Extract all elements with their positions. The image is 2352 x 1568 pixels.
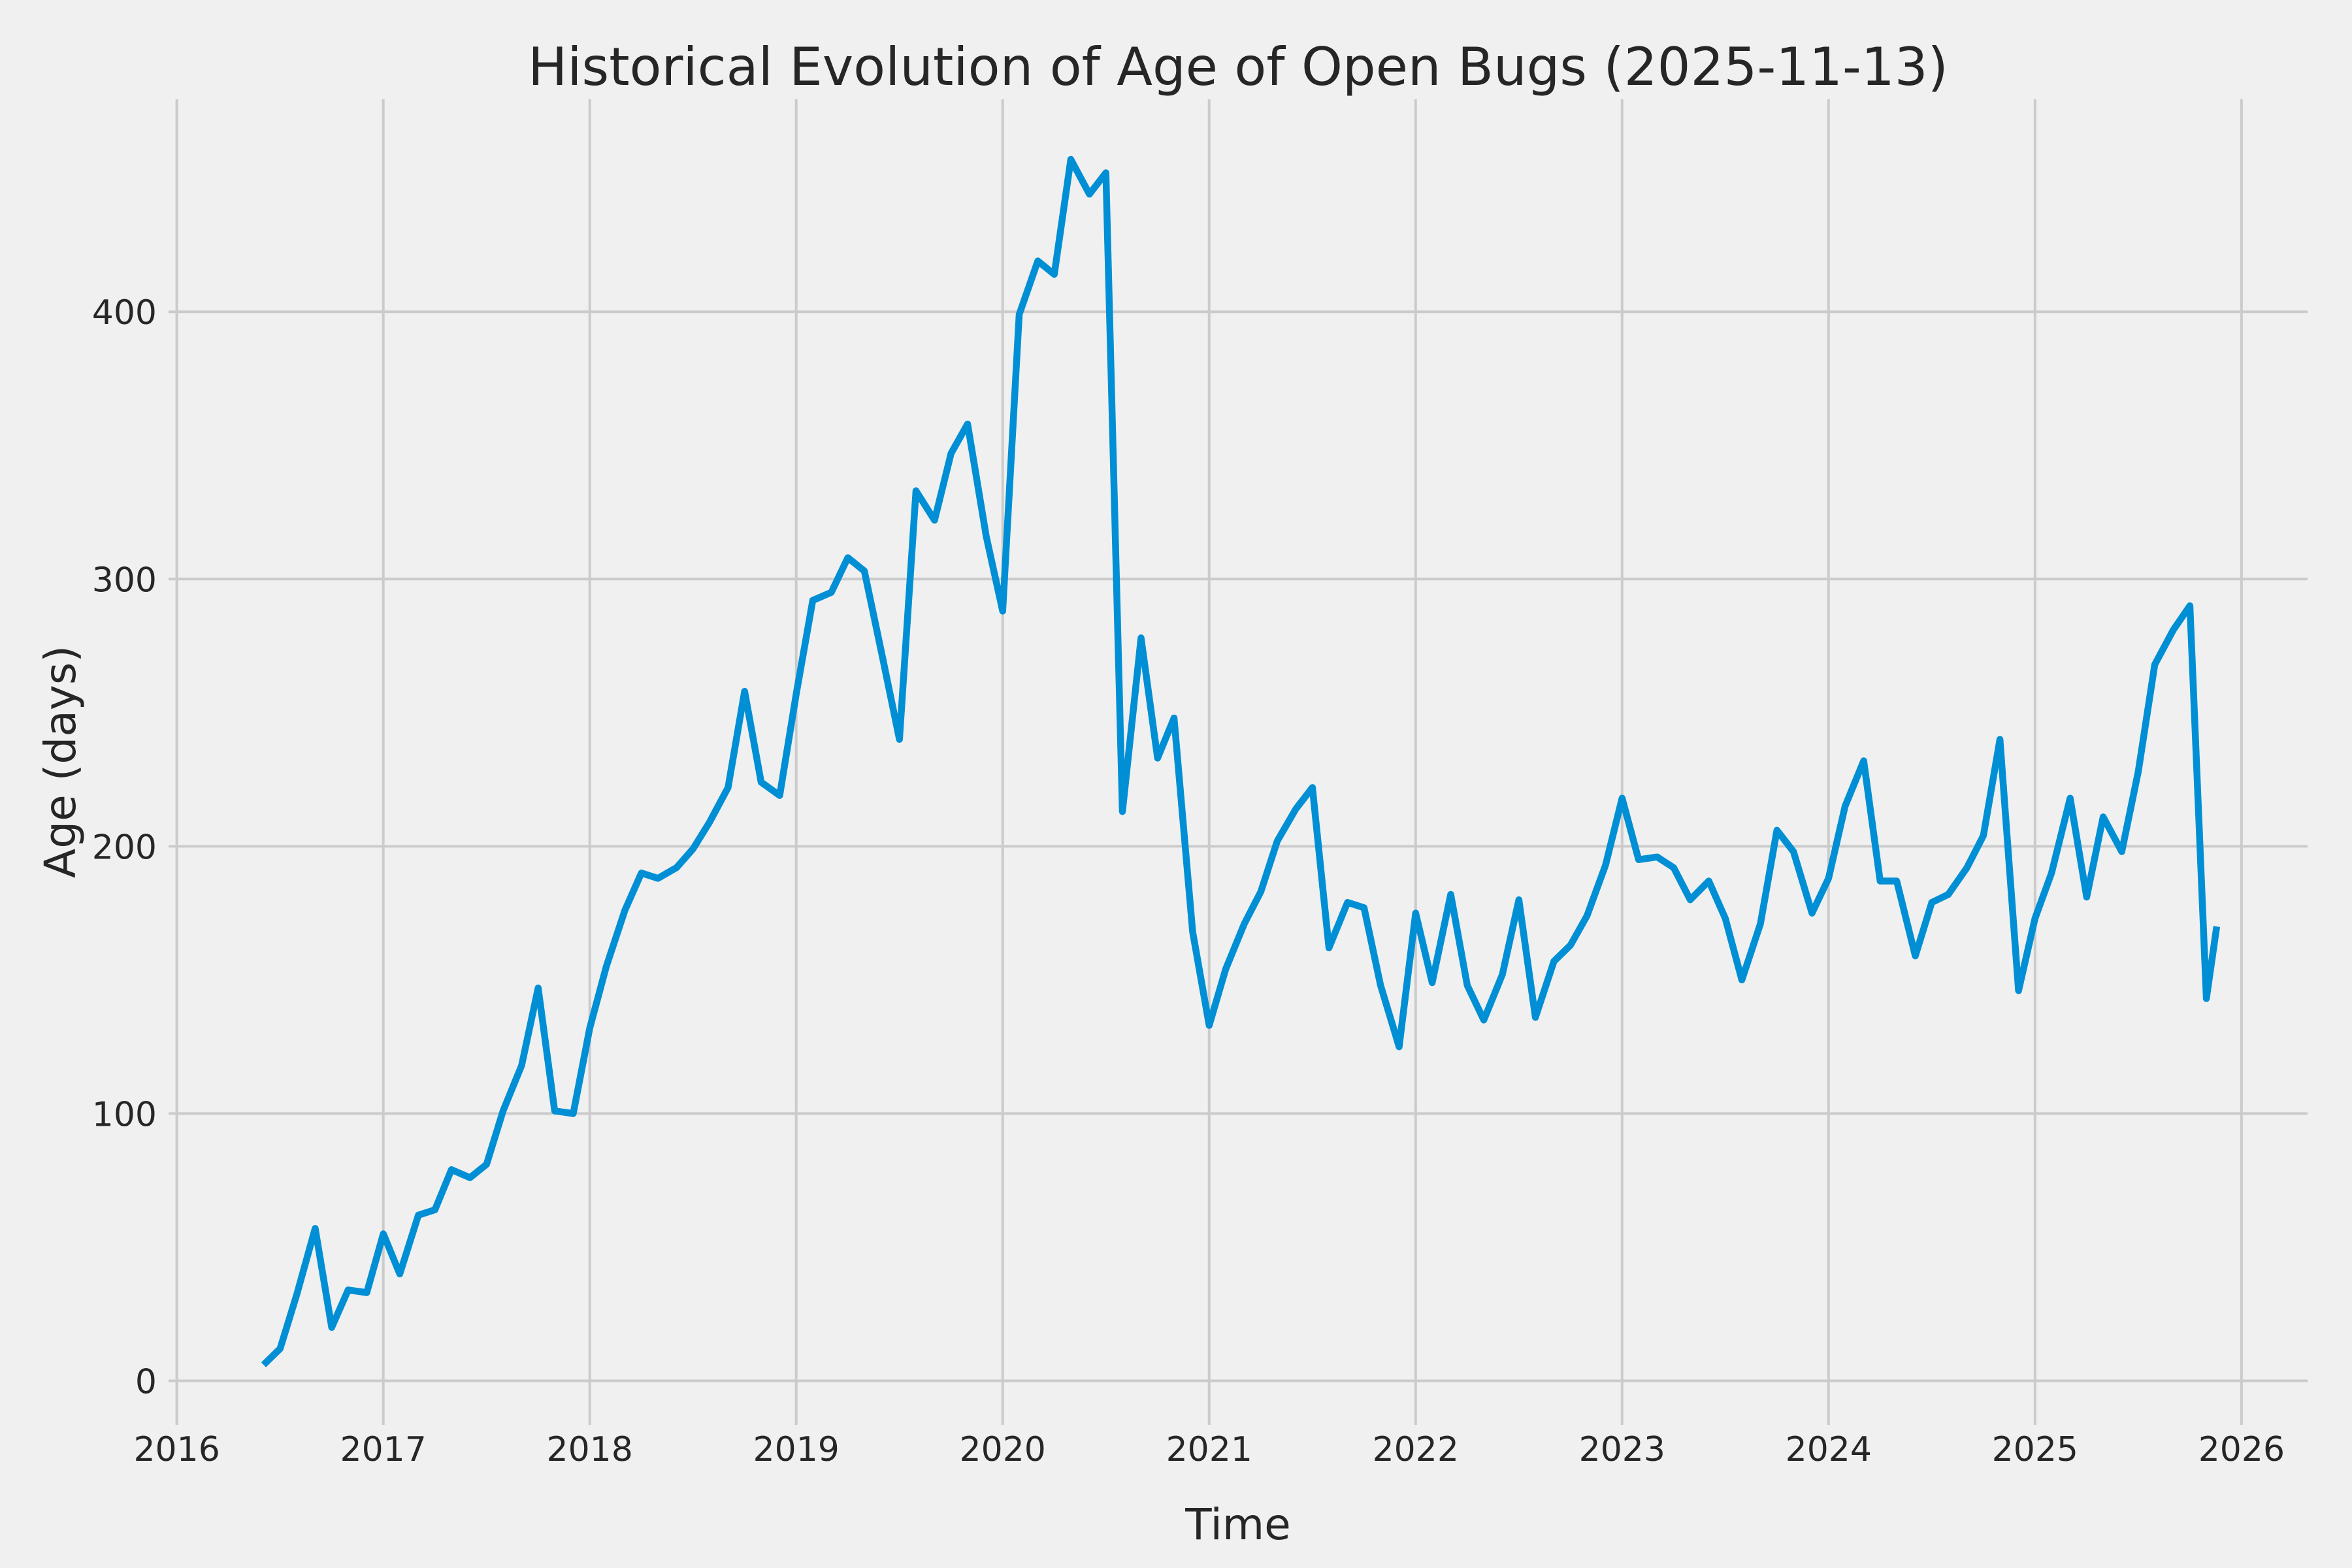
series <box>261 155 2221 1367</box>
x-tick-label-2016: 2016 <box>133 1430 220 1469</box>
x-tick-label-2017: 2017 <box>340 1430 426 1469</box>
x-tick-label-2022: 2022 <box>1373 1430 1459 1469</box>
x-tick-label-2023: 2023 <box>1579 1430 1665 1469</box>
x-tick-label-2019: 2019 <box>753 1430 840 1469</box>
y-axis-label: Age (days) <box>35 645 86 878</box>
data-line-Age of open bugs (days) <box>261 155 2221 1367</box>
chart-title: Historical Evolution of Age of Open Bugs… <box>528 37 1948 97</box>
y-tick-label-300: 300 <box>92 561 157 600</box>
x-axis-label: Time <box>1184 1499 1291 1550</box>
y-tick-label-400: 400 <box>92 293 157 333</box>
y-tick-label-100: 100 <box>92 1095 157 1134</box>
y-tick-label-0: 0 <box>135 1363 157 1402</box>
y-tick-label-200: 200 <box>92 828 157 867</box>
x-tick-label-2021: 2021 <box>1166 1430 1252 1469</box>
x-tick-label-2026: 2026 <box>2198 1430 2285 1469</box>
grid <box>169 99 2308 1425</box>
tick-labels: 2016 2017 2018 2019 2020 2021 2022 2023 2024 2025… <box>92 293 2285 1469</box>
x-tick-label-2020: 2020 <box>960 1430 1046 1469</box>
x-tick-label-2018: 2018 <box>547 1430 633 1469</box>
x-tick-label-2024: 2024 <box>1786 1430 1872 1469</box>
x-tick-label-2025: 2025 <box>1992 1430 2078 1469</box>
